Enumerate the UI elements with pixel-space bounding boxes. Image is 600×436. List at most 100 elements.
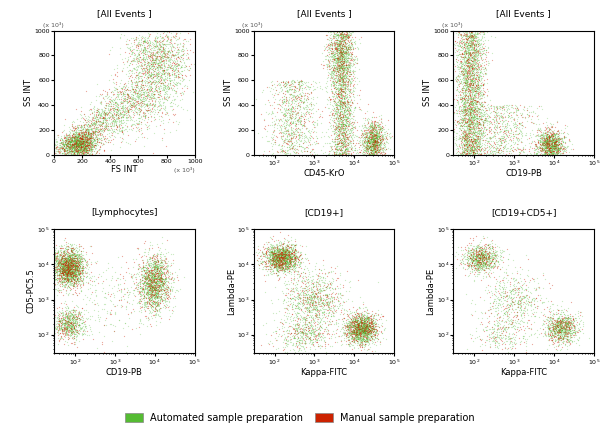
Point <box>334 43 343 50</box>
Point <box>488 256 497 263</box>
Point <box>553 142 562 149</box>
Point <box>469 92 479 99</box>
Point <box>49 253 59 260</box>
Point <box>161 290 171 297</box>
Point <box>109 109 119 116</box>
Point <box>365 130 375 137</box>
Point <box>268 256 277 263</box>
Point <box>544 315 554 322</box>
Point <box>370 145 380 152</box>
Point <box>556 324 566 331</box>
Point <box>358 138 367 145</box>
Point <box>335 106 344 112</box>
Point <box>76 325 86 332</box>
Point <box>86 135 96 142</box>
Point <box>336 30 346 37</box>
Point <box>558 317 568 324</box>
Point <box>57 266 67 272</box>
Point <box>350 122 360 129</box>
Point <box>154 272 163 279</box>
Point <box>316 110 325 117</box>
Point <box>275 123 284 130</box>
Point <box>549 145 559 152</box>
Point <box>376 141 386 148</box>
Point <box>61 275 71 282</box>
Y-axis label: SS INT: SS INT <box>224 79 233 106</box>
Point <box>90 150 100 157</box>
Point <box>64 252 74 259</box>
Point <box>498 334 508 341</box>
Point <box>341 149 351 156</box>
Point <box>90 286 100 293</box>
Point <box>173 41 182 48</box>
Point <box>74 269 83 276</box>
Point <box>290 320 300 327</box>
Point <box>288 118 298 125</box>
Point <box>151 283 160 290</box>
Point <box>554 129 563 136</box>
Point <box>500 297 510 304</box>
Point <box>469 82 478 89</box>
Point <box>497 127 506 134</box>
Point <box>544 134 554 141</box>
Point <box>466 262 475 269</box>
Point <box>67 322 77 329</box>
Point <box>542 143 552 150</box>
Point <box>461 69 471 76</box>
Point <box>300 337 310 344</box>
Point <box>53 144 62 151</box>
Point <box>348 84 358 91</box>
Point <box>466 54 475 61</box>
Point <box>160 41 169 48</box>
Point <box>299 294 308 301</box>
Point <box>329 30 339 37</box>
Point <box>49 265 59 272</box>
Point <box>143 92 152 99</box>
Point <box>148 314 157 321</box>
Point <box>285 259 295 266</box>
Point <box>329 49 339 56</box>
Point <box>148 281 157 288</box>
Point <box>139 142 149 149</box>
Point <box>164 70 173 77</box>
Point <box>150 293 160 300</box>
Point <box>154 293 163 300</box>
Point <box>362 323 371 330</box>
Point <box>58 141 68 148</box>
Point <box>76 136 86 143</box>
Point <box>143 114 153 121</box>
Point <box>70 145 79 152</box>
Point <box>460 150 470 157</box>
Point <box>69 261 79 268</box>
Point <box>516 146 526 153</box>
Point <box>562 331 571 338</box>
Point <box>159 95 169 102</box>
Point <box>518 281 528 288</box>
Point <box>143 259 152 266</box>
Point <box>563 318 573 325</box>
Point <box>345 120 355 127</box>
Point <box>89 147 99 154</box>
Point <box>343 75 353 82</box>
Point <box>545 324 554 331</box>
Point <box>290 122 300 129</box>
Point <box>154 67 164 74</box>
Point <box>372 140 382 146</box>
Point <box>127 95 137 102</box>
Point <box>80 257 89 264</box>
Point <box>350 335 360 342</box>
Point <box>470 81 480 88</box>
Point <box>471 148 481 155</box>
Point <box>293 116 302 123</box>
Point <box>101 117 110 124</box>
Point <box>338 44 347 51</box>
Point <box>482 75 492 82</box>
Point <box>329 150 339 157</box>
Point <box>62 255 71 262</box>
Point <box>149 62 158 69</box>
Point <box>456 122 466 129</box>
Point <box>367 117 376 124</box>
Point <box>73 133 82 140</box>
Point <box>374 133 383 140</box>
Point <box>487 291 497 298</box>
